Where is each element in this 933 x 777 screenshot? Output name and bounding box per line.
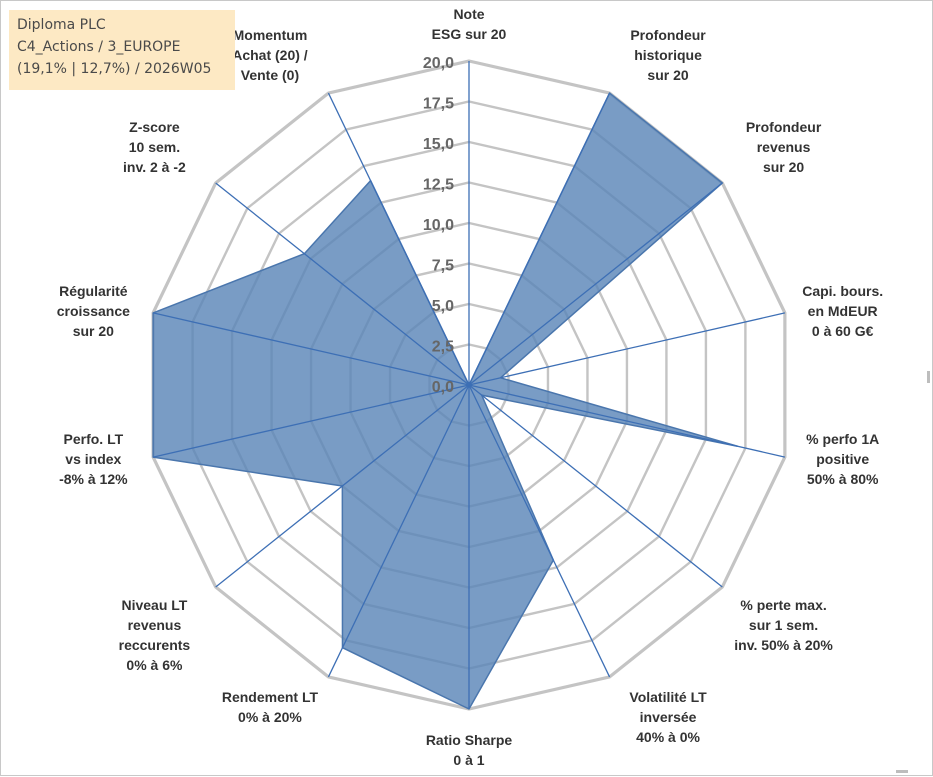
- axis-label-line: 0 à 60 G€: [812, 323, 874, 339]
- axis-spoke: [468, 384, 786, 458]
- axis-label: Rendement LT 0% à 20%: [222, 689, 319, 725]
- tick-label: 15,0: [423, 136, 454, 153]
- axis-label: Volatilité LT inversée 40% à 0%: [629, 689, 707, 745]
- tick-label: 0,0: [432, 379, 454, 396]
- axis-label-line: sur 20: [73, 323, 114, 339]
- resize-handle-bottom[interactable]: [896, 770, 908, 773]
- axis-label-line: Profondeur: [746, 119, 822, 135]
- axis-spoke: [215, 182, 470, 386]
- axis-spoke: [327, 92, 470, 386]
- axis-label-line: Régularité: [59, 283, 128, 299]
- axis-label-line: historique: [634, 47, 702, 63]
- axis-label: % perte max. sur 1 sem. inv. 50% à 20%: [734, 597, 833, 653]
- axis-spoke: [468, 384, 611, 678]
- axis-spoke: [215, 384, 470, 588]
- axis-label-line: sur 20: [763, 159, 804, 175]
- axis-label: Profondeur revenus sur 20: [746, 119, 822, 175]
- axis-label-line: Achat (20) /: [232, 47, 308, 63]
- category-path: C4_Actions / 3_EUROPE: [17, 39, 181, 55]
- axis-spoke: [468, 92, 611, 386]
- axis-label: Perfo. LT vs index -8% à 12%: [59, 431, 128, 487]
- axis-label: % perfo 1A positive 50% à 80%: [806, 431, 879, 487]
- axis-label-line: 50% à 80%: [807, 471, 879, 487]
- axis-label-line: revenus: [128, 617, 182, 633]
- tick-label: 20,0: [423, 55, 454, 72]
- axis-label-line: en MdEUR: [808, 303, 878, 319]
- axis-spoke: [468, 384, 723, 588]
- axis-label-line: 0% à 6%: [126, 657, 183, 673]
- tick-label: 12,5: [423, 177, 454, 194]
- axis-label: Momentum Achat (20) / Vente (0): [232, 27, 308, 83]
- axis-label: Note ESG sur 20: [432, 6, 507, 42]
- tick-label: 5,0: [432, 298, 454, 315]
- axis-label-line: % perfo 1A: [806, 431, 879, 447]
- axis-spoke: [327, 384, 470, 678]
- axis-label-line: Momentum: [233, 27, 308, 43]
- axis-label-line: inv. 50% à 20%: [734, 637, 833, 653]
- axis-label-line: Perfo. LT: [64, 431, 124, 447]
- tick-label: 2,5: [432, 339, 454, 356]
- axis-label-line: Capi. bours.: [802, 283, 883, 299]
- axis-label-line: 40% à 0%: [636, 729, 700, 745]
- tick-label: 17,5: [423, 96, 454, 113]
- axis-label-line: Vente (0): [241, 67, 299, 83]
- company-name: Diploma PLC: [17, 17, 106, 33]
- axis-label: Régularité croissance sur 20: [57, 283, 130, 339]
- axis-label-line: Z-score: [129, 119, 180, 135]
- radar-axis-labels: Note ESG sur 20 Profondeur historique sur 20…: [57, 6, 883, 768]
- axis-label-line: Niveau LT: [121, 597, 187, 613]
- axis-label-line: croissance: [57, 303, 130, 319]
- axis-label-line: Volatilité LT: [629, 689, 707, 705]
- axis-label-line: inversée: [640, 709, 697, 725]
- tick-label: 7,5: [432, 258, 454, 275]
- axis-label-line: vs index: [65, 451, 121, 467]
- axis-label-line: Ratio Sharpe: [426, 732, 513, 748]
- axis-label-line: positive: [816, 451, 869, 467]
- axis-label-line: % perte max.: [740, 597, 826, 613]
- axis-label-line: -8% à 12%: [59, 471, 128, 487]
- axis-label: Niveau LT revenus reccurents 0% à 6%: [119, 597, 191, 673]
- axis-label-line: ESG sur 20: [432, 26, 507, 42]
- radar-tick-labels: 0,0 2,5 5,0 7,5 10,0 12,5 15,0 17,5 20,0: [423, 55, 454, 396]
- axis-label: Z-score 10 sem. inv. 2 à -2: [123, 119, 186, 175]
- axis-label-line: sur 20: [647, 67, 688, 83]
- axis-label-line: Rendement LT: [222, 689, 319, 705]
- axis-label-line: inv. 2 à -2: [123, 159, 186, 175]
- tick-label: 10,0: [423, 217, 454, 234]
- axis-label-line: Note: [453, 6, 484, 22]
- axis-label-line: 0% à 20%: [238, 709, 302, 725]
- axis-spoke: [468, 182, 723, 386]
- axis-label-line: 10 sem.: [129, 139, 180, 155]
- axis-spoke: [468, 312, 786, 386]
- axis-label-line: revenus: [757, 139, 811, 155]
- performance-week: (19,1% | 12,7%) / 2026W05: [17, 61, 212, 77]
- axis-label-line: 0 à 1: [453, 752, 484, 768]
- axis-label-line: Profondeur: [630, 27, 706, 43]
- axis-label-line: reccurents: [119, 637, 191, 653]
- axis-label-line: sur 1 sem.: [749, 617, 818, 633]
- axis-label: Ratio Sharpe 0 à 1: [426, 732, 513, 768]
- axis-label: Capi. bours. en MdEUR 0 à 60 G€: [802, 283, 883, 339]
- info-box: Diploma PLC C4_Actions / 3_EUROPE (19,1%…: [9, 10, 235, 90]
- resize-handle-right[interactable]: [927, 371, 930, 383]
- axis-spoke: [152, 312, 470, 386]
- radar-spokes: [152, 61, 786, 709]
- axis-label: Profondeur historique sur 20: [630, 27, 706, 83]
- axis-spoke: [152, 384, 470, 458]
